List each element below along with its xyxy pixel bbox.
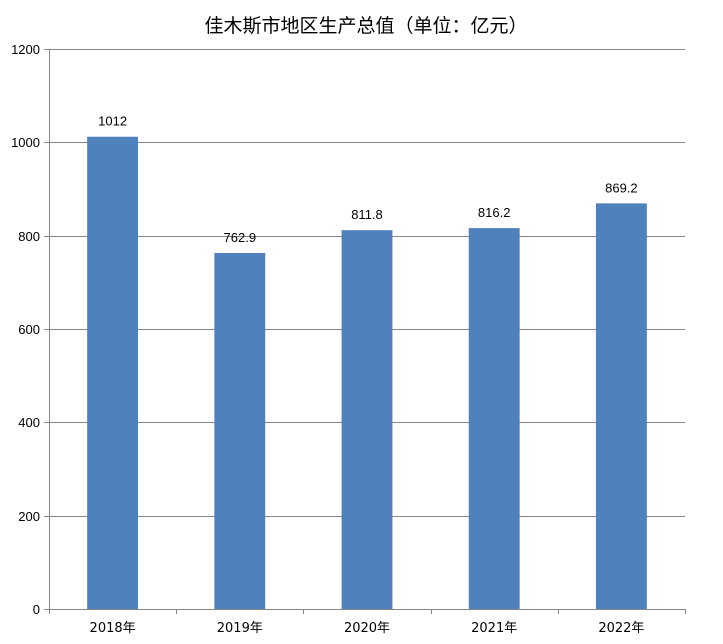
y-axis-ticks: 0 200 400 600 800 1000 1200 — [11, 42, 49, 617]
y-tick-label: 400 — [18, 415, 40, 430]
data-label: 816.2 — [478, 205, 511, 220]
y-tick-label: 0 — [33, 602, 40, 617]
bar — [468, 228, 520, 609]
y-tick-label: 800 — [18, 229, 40, 244]
data-label: 811.8 — [351, 207, 383, 222]
y-tick-label: 600 — [18, 322, 40, 337]
bars — [87, 136, 647, 610]
chart-title: 佳木斯市地区生产总值（单位：亿元） — [204, 15, 527, 37]
data-labels: 1012 762.9 811.8 816.2 869.2 — [98, 114, 638, 245]
data-label: 869.2 — [605, 180, 638, 195]
data-label: 762.9 — [224, 230, 257, 245]
bar — [341, 230, 393, 609]
x-tick-label: 2022年 — [598, 621, 644, 636]
data-label: 1012 — [98, 114, 127, 129]
x-tick-label: 2018年 — [90, 621, 136, 636]
x-tick-label: 2021年 — [471, 621, 517, 636]
x-tick-label: 2019年 — [217, 621, 263, 636]
y-tick-label: 1200 — [11, 42, 40, 57]
bar — [87, 136, 139, 609]
axes — [49, 49, 685, 610]
bar — [214, 252, 266, 610]
y-tick-label: 1000 — [11, 135, 40, 150]
x-tick-label: 2020年 — [344, 621, 390, 636]
x-axis-labels: 2018年 2019年 2020年 2021年 2022年 — [49, 609, 686, 636]
y-tick-label: 200 — [18, 509, 40, 524]
bar — [595, 203, 647, 609]
